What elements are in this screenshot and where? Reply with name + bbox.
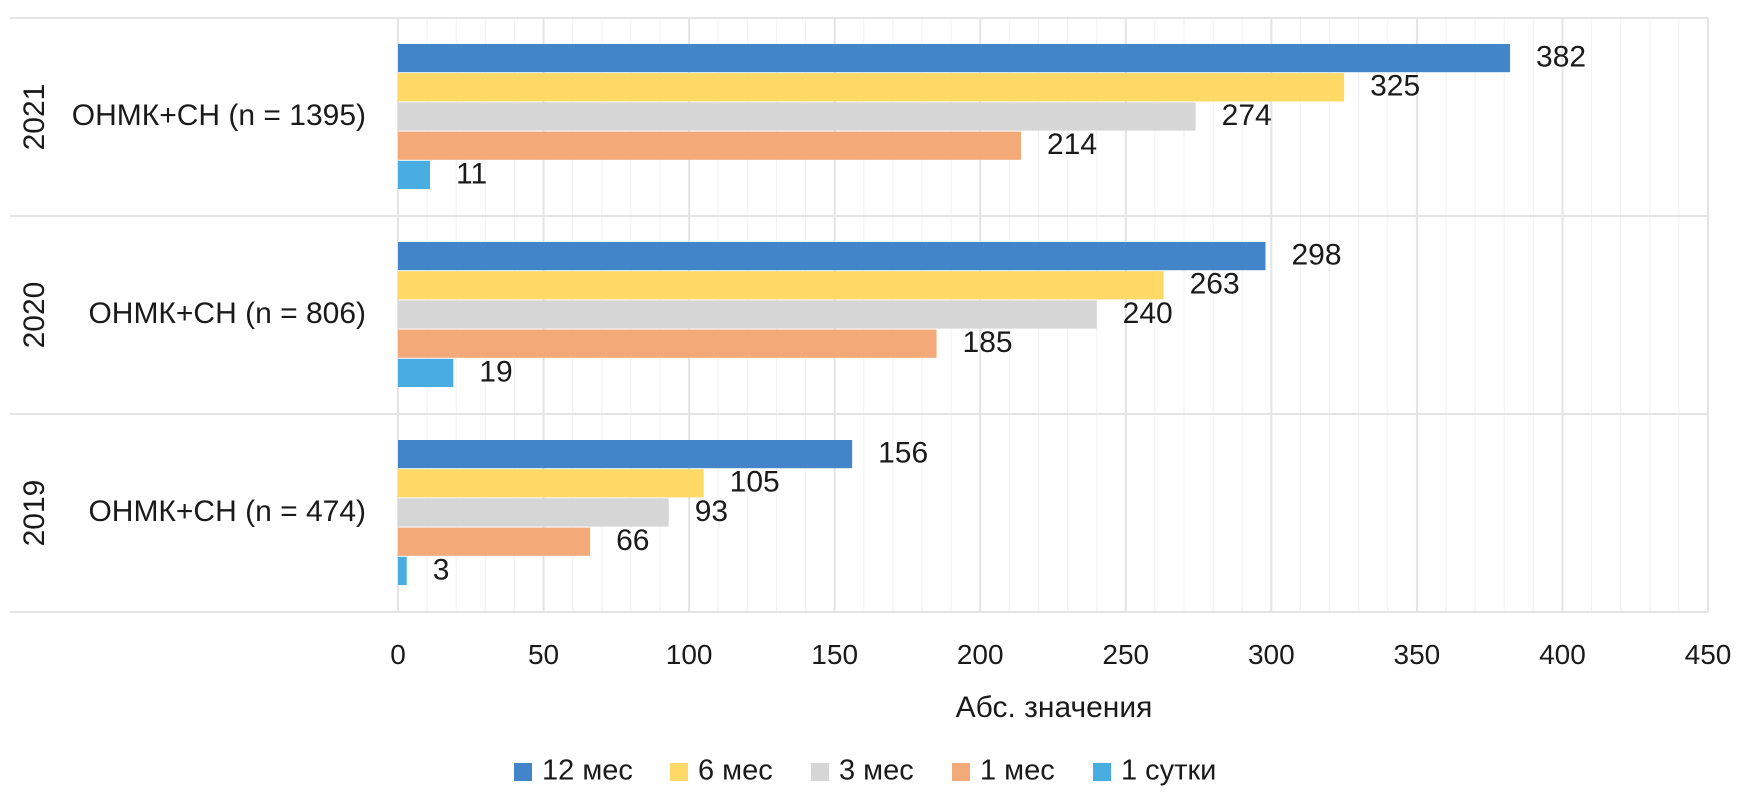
legend-swatch xyxy=(811,763,829,781)
x-tick-label: 50 xyxy=(528,639,559,670)
legend-label: 6 мес xyxy=(698,755,773,787)
x-tick-label: 250 xyxy=(1102,639,1149,670)
x-axis-title: Абс. значения xyxy=(956,691,1153,724)
bar-1-мес-2019 xyxy=(398,527,591,556)
bar-12-мес-2020 xyxy=(398,242,1266,271)
bar-6-мес-2021 xyxy=(398,73,1345,102)
bar-1-сутки-2019 xyxy=(398,556,407,585)
data-label: 93 xyxy=(695,495,728,528)
category-labels: ОНМК+СН (n = 1395) 2021 ОНМК+СН (n = 806) 2… xyxy=(18,84,366,547)
bar-1-сутки-2021 xyxy=(398,160,431,189)
bar-3-мес-2019 xyxy=(398,498,669,527)
legend-swatch xyxy=(952,763,970,781)
bar-1-сутки-2020 xyxy=(398,358,454,387)
data-label: 240 xyxy=(1123,297,1173,330)
x-tick-label: 0 xyxy=(390,639,406,670)
bar-1-мес-2020 xyxy=(398,329,937,358)
category-label: ОНМК+СН (n = 806) xyxy=(88,297,366,330)
x-tick-label: 450 xyxy=(1685,639,1732,670)
x-axis-ticks: 0 50 100 150 200 250 300 350 400 450 xyxy=(390,639,1731,670)
data-label: 325 xyxy=(1370,70,1420,103)
x-tick-label: 400 xyxy=(1539,639,1586,670)
legend-label: 3 мес xyxy=(839,755,914,787)
legend-label: 12 мес xyxy=(542,755,633,787)
bar-1-мес-2021 xyxy=(398,131,1021,160)
data-label: 3 xyxy=(433,553,450,586)
data-label: 66 xyxy=(616,524,649,557)
bars xyxy=(398,44,1511,585)
year-label: 2021 xyxy=(18,84,51,151)
legend-swatch xyxy=(1093,763,1111,781)
x-tick-label: 300 xyxy=(1248,639,1295,670)
year-label: 2020 xyxy=(18,282,51,349)
bar-3-мес-2021 xyxy=(398,102,1196,131)
data-label: 156 xyxy=(878,437,928,470)
category-label: ОНМК+СН (n = 1395) xyxy=(72,99,366,132)
data-label: 274 xyxy=(1222,99,1272,132)
data-label: 382 xyxy=(1536,41,1586,74)
x-tick-label: 100 xyxy=(666,639,713,670)
category-label: ОНМК+СН (n = 474) xyxy=(88,495,366,528)
bar-6-мес-2020 xyxy=(398,271,1164,300)
legend: 12 мес 6 мес 3 мес 1 мес 1 сутки xyxy=(514,755,1216,787)
legend-label: 1 мес xyxy=(980,755,1055,787)
x-tick-label: 150 xyxy=(811,639,858,670)
data-label: 263 xyxy=(1190,268,1240,301)
x-tick-label: 350 xyxy=(1394,639,1441,670)
bar-12-мес-2021 xyxy=(398,44,1511,73)
data-label: 19 xyxy=(479,355,512,388)
bar-6-мес-2019 xyxy=(398,469,704,498)
bar-3-мес-2020 xyxy=(398,300,1097,329)
year-label: 2019 xyxy=(18,480,51,547)
legend-swatch xyxy=(514,763,532,781)
data-label: 214 xyxy=(1047,128,1097,161)
bar-12-мес-2019 xyxy=(398,440,853,469)
data-label: 11 xyxy=(456,157,487,190)
legend-swatch xyxy=(670,763,688,781)
data-label: 298 xyxy=(1292,239,1342,272)
legend-label: 1 сутки xyxy=(1121,755,1216,787)
group-separators xyxy=(10,17,1708,613)
data-label: 185 xyxy=(963,326,1013,359)
x-tick-label: 200 xyxy=(957,639,1004,670)
data-label: 105 xyxy=(730,466,780,499)
